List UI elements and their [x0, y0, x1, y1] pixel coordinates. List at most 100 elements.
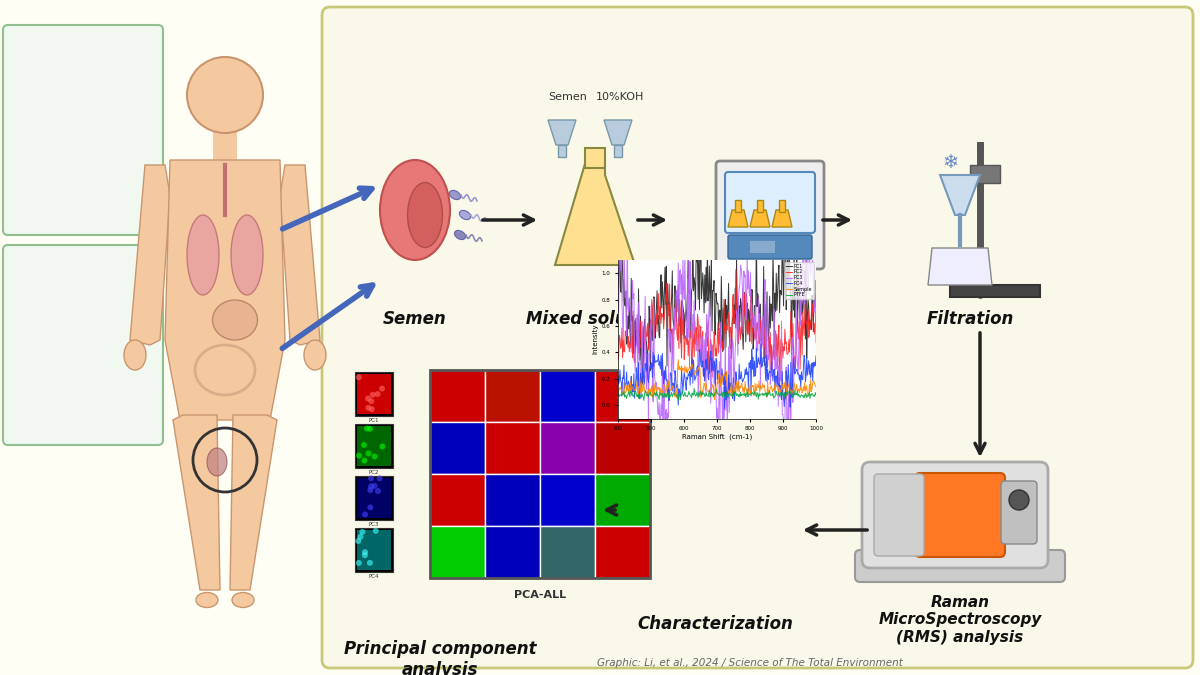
PC4 [809, 352, 823, 360]
Bar [540, 474, 595, 526]
PTFE [611, 389, 625, 397]
Bar [750, 241, 775, 253]
Sample [779, 383, 793, 392]
Polygon shape [750, 210, 770, 227]
PC4 [733, 375, 748, 383]
Legend: PC1, PC2, PC3, PC4, Sample, PTFE: PC1, PC2, PC3, PC4, Sample, PTFE [785, 263, 814, 299]
Bar [779, 200, 785, 212]
Circle shape [379, 385, 385, 391]
PC2 [728, 310, 743, 318]
Polygon shape [166, 160, 286, 420]
Text: PC2: PC2 [368, 470, 379, 475]
Bar [558, 145, 566, 157]
Ellipse shape [460, 211, 470, 219]
FancyBboxPatch shape [916, 473, 1006, 557]
Circle shape [362, 512, 368, 518]
Circle shape [365, 396, 371, 402]
FancyBboxPatch shape [1001, 481, 1037, 544]
PC4 [611, 372, 625, 380]
PC3 [656, 482, 671, 490]
Bar [355, 476, 394, 520]
Bar [358, 426, 385, 466]
Line: PC3: PC3 [618, 219, 816, 486]
Circle shape [379, 443, 385, 450]
FancyBboxPatch shape [322, 7, 1193, 668]
Circle shape [374, 488, 380, 494]
Sample [611, 385, 625, 393]
FancyBboxPatch shape [716, 161, 824, 269]
Text: Graphic: Li, et al., 2024 / Science of The Total Environment: Graphic: Li, et al., 2024 / Science of T… [598, 658, 902, 668]
FancyBboxPatch shape [2, 25, 163, 235]
PC2 [730, 296, 744, 304]
Circle shape [359, 529, 365, 535]
PC4 [612, 379, 626, 387]
Bar [355, 528, 394, 572]
PTFE [809, 391, 823, 399]
Ellipse shape [187, 215, 220, 295]
Bar [595, 474, 650, 526]
Circle shape [365, 450, 371, 456]
Text: PCA-ALL: PCA-ALL [514, 590, 566, 600]
Text: PC4: PC4 [368, 574, 379, 579]
PC2 [773, 383, 787, 392]
PC3 [728, 333, 743, 342]
PC3 [791, 371, 805, 379]
Circle shape [367, 426, 373, 432]
Text: ❄: ❄ [942, 153, 958, 171]
PC3 [733, 281, 748, 289]
PC4 [730, 373, 744, 381]
Text: Characterization: Characterization [637, 615, 793, 633]
Ellipse shape [196, 593, 218, 608]
X-axis label: Raman Shift  (cm-1): Raman Shift (cm-1) [682, 434, 752, 440]
PTFE [686, 384, 701, 392]
Line: PC1: PC1 [618, 223, 816, 383]
Circle shape [364, 425, 370, 431]
Circle shape [187, 57, 263, 133]
PC1 [612, 284, 626, 292]
PC4 [779, 367, 793, 375]
PC4 [718, 405, 732, 413]
Circle shape [372, 483, 378, 489]
Ellipse shape [380, 160, 450, 260]
PC3 [797, 215, 811, 223]
Circle shape [367, 560, 373, 566]
PC2 [809, 308, 823, 316]
Circle shape [356, 560, 362, 566]
Polygon shape [280, 165, 320, 345]
Text: Digestion: Digestion [725, 310, 815, 328]
Line: PTFE: PTFE [618, 388, 816, 400]
Circle shape [367, 487, 373, 493]
Bar [358, 374, 385, 414]
Text: Principal component
analysis: Principal component analysis [343, 640, 536, 675]
Bar [358, 478, 385, 518]
Text: Raman
MicroSpectroscopy
(RMS) analysis: Raman MicroSpectroscopy (RMS) analysis [878, 595, 1042, 645]
Sample [671, 356, 685, 364]
FancyBboxPatch shape [2, 245, 163, 445]
FancyBboxPatch shape [854, 550, 1066, 582]
PTFE [779, 389, 793, 398]
Circle shape [373, 528, 379, 534]
PC4 [792, 371, 806, 379]
Bar [614, 145, 622, 157]
Text: Mixed solution: Mixed solution [526, 310, 664, 328]
Bar [430, 422, 485, 474]
Circle shape [370, 392, 376, 398]
Bar [595, 422, 650, 474]
FancyBboxPatch shape [862, 462, 1048, 568]
Ellipse shape [230, 215, 263, 295]
Circle shape [361, 442, 367, 448]
Line: PC4: PC4 [618, 344, 816, 409]
Ellipse shape [124, 340, 146, 370]
Circle shape [377, 475, 383, 481]
Bar [358, 530, 385, 570]
Bar [485, 526, 540, 578]
Line: Sample: Sample [618, 360, 816, 400]
Bar [385, 426, 391, 466]
Bar [757, 200, 763, 212]
Sample [809, 383, 823, 391]
Circle shape [356, 375, 362, 380]
Bar [430, 370, 650, 578]
Bar [485, 370, 540, 422]
PC2 [733, 325, 748, 333]
Circle shape [372, 454, 378, 460]
